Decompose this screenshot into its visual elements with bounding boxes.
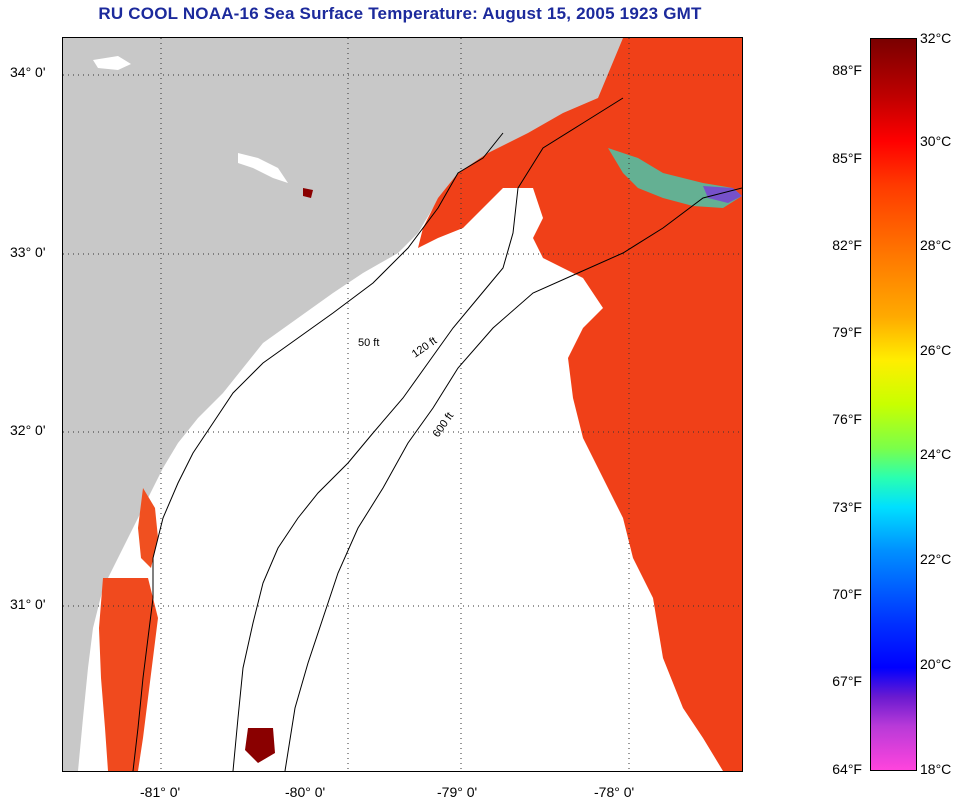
sst-hot-spot xyxy=(303,188,313,198)
sst-warm-patch xyxy=(138,488,158,568)
map-canvas: 50 ft 120 ft 600 ft xyxy=(63,38,742,771)
lat-label-33: 33° 0' xyxy=(10,244,46,260)
colorbar-c-28: 28°C xyxy=(920,237,952,253)
lat-lon-grid xyxy=(63,38,742,771)
sst-warm-east xyxy=(418,38,742,771)
lon-label-79: -79° 0' xyxy=(437,784,478,800)
lon-label-80: -80° 0' xyxy=(285,784,326,800)
colorbar-f-64: 64°F xyxy=(832,761,862,777)
colorbar-f-82: 82°F xyxy=(832,237,862,253)
colorbar-c-30: 30°C xyxy=(920,133,952,149)
colorbar-c-26: 26°C xyxy=(920,342,952,358)
colorbar-f-88: 88°F xyxy=(832,62,862,78)
contour-label-120ft: 120 ft xyxy=(410,335,439,361)
contour-50ft xyxy=(132,132,504,771)
sst-map[interactable]: 50 ft 120 ft 600 ft xyxy=(62,37,743,772)
colorbar-c-32: 32°C xyxy=(920,30,952,46)
lat-label-31: 31° 0' xyxy=(10,596,46,612)
colorbar-f-79: 79°F xyxy=(832,324,862,340)
colorbar-c-24: 24°C xyxy=(920,446,952,462)
map-title: RU COOL NOAA-16 Sea Surface Temperature:… xyxy=(98,4,702,23)
colorbar-f-85: 85°F xyxy=(832,150,862,166)
colorbar-f-76: 76°F xyxy=(832,411,862,427)
contour-600ft xyxy=(284,187,742,771)
colorbar-f-67: 67°F xyxy=(832,673,862,689)
cloud-patch xyxy=(238,153,288,183)
lat-label-34: 34° 0' xyxy=(10,64,46,80)
temperature-colorbar xyxy=(870,38,917,771)
colorbar-c-20: 20°C xyxy=(920,656,952,672)
colorbar-f-70: 70°F xyxy=(832,586,862,602)
sst-hot-patch xyxy=(245,728,275,763)
colorbar-c-18: 18°C xyxy=(920,761,952,777)
lon-label-81: -81° 0' xyxy=(140,784,181,800)
cloud-patch-north xyxy=(93,56,131,70)
land-area xyxy=(63,38,633,771)
lat-label-32: 32° 0' xyxy=(10,422,46,438)
colorbar-c-22: 22°C xyxy=(920,551,952,567)
sst-warm-coast xyxy=(99,578,158,771)
contour-label-600ft: 600 ft xyxy=(431,410,457,439)
contour-label-50ft: 50 ft xyxy=(358,337,379,349)
lon-label-78: -78° 0' xyxy=(594,784,635,800)
contour-120ft xyxy=(232,97,624,771)
colorbar-f-73: 73°F xyxy=(832,499,862,515)
